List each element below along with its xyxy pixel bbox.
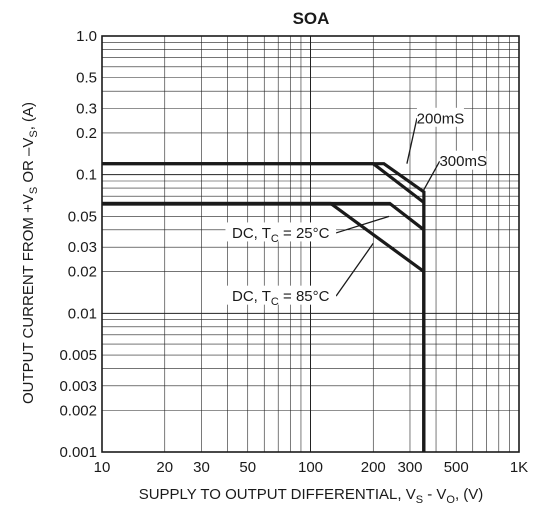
x-tick-label: 1K: [510, 459, 528, 476]
annotation-label: DC, TC = 25°C: [232, 225, 330, 245]
x-tick-label: 50: [239, 459, 256, 476]
curve-200ms: [102, 162, 426, 452]
chart-title: SOA: [293, 9, 330, 28]
annotation-leaders: [335, 118, 441, 297]
annotation-leader: [335, 242, 374, 297]
x-axis-label: SUPPLY TO OUTPUT DIFFERENTIAL, VS - VO, …: [139, 486, 484, 506]
y-tick-label: 0.003: [59, 378, 97, 395]
annotations: 200mS 300mS DC, TC = 25°C DC, TC = 85°C: [225, 107, 487, 308]
x-tick-label: 10: [94, 459, 111, 476]
y-tick-label: 0.001: [59, 444, 97, 461]
y-tick-label: 0.02: [68, 264, 97, 281]
y-tick-label: 0.01: [68, 305, 97, 322]
annotation-bg: [416, 107, 464, 127]
x-tick-label: 100: [298, 459, 323, 476]
curves: [102, 162, 426, 452]
annotation-bg: [439, 150, 487, 170]
x-tick-label: 30: [193, 459, 210, 476]
curve-dc-tc-85-c: [102, 201, 426, 452]
annotation-bg: [225, 285, 337, 305]
annotation-bg: [225, 222, 337, 242]
x-tick-label: 500: [444, 459, 469, 476]
y-axis-label: OUTPUT CURRENT FROM +VS OR –VS, (A): [20, 102, 40, 404]
annotation-leader: [335, 215, 390, 234]
tick-labels: 10 20 30 50 100 200 300 500 1K 1.0 0.5 0.3 0.2 0.1 0.0…: [59, 28, 528, 476]
curve-300ms: [102, 162, 426, 452]
y-tick-label: 0.3: [76, 101, 97, 118]
plot-frame: [101, 35, 520, 453]
x-tick-label: 200: [361, 459, 386, 476]
y-tick-label: 0.2: [76, 125, 97, 142]
annotation-label: 300mS: [439, 153, 487, 170]
x-tick-label: 20: [156, 459, 173, 476]
y-tick-label: 0.05: [68, 208, 97, 225]
annotation-label: DC, TC = 85°C: [232, 288, 330, 308]
annotation-leader: [422, 160, 441, 193]
y-tick-label: 0.5: [76, 70, 97, 87]
annotation-leader: [406, 118, 418, 164]
annotation-label: 200mS: [417, 110, 465, 127]
y-tick-label: 0.005: [59, 347, 97, 364]
x-tick-label: 300: [397, 459, 422, 476]
y-tick-label: 0.1: [76, 167, 97, 184]
y-tick-label: 0.03: [68, 239, 97, 256]
grid: [101, 36, 519, 453]
y-tick-label: 0.002: [59, 402, 97, 419]
y-tick-label: 1.0: [76, 28, 97, 45]
